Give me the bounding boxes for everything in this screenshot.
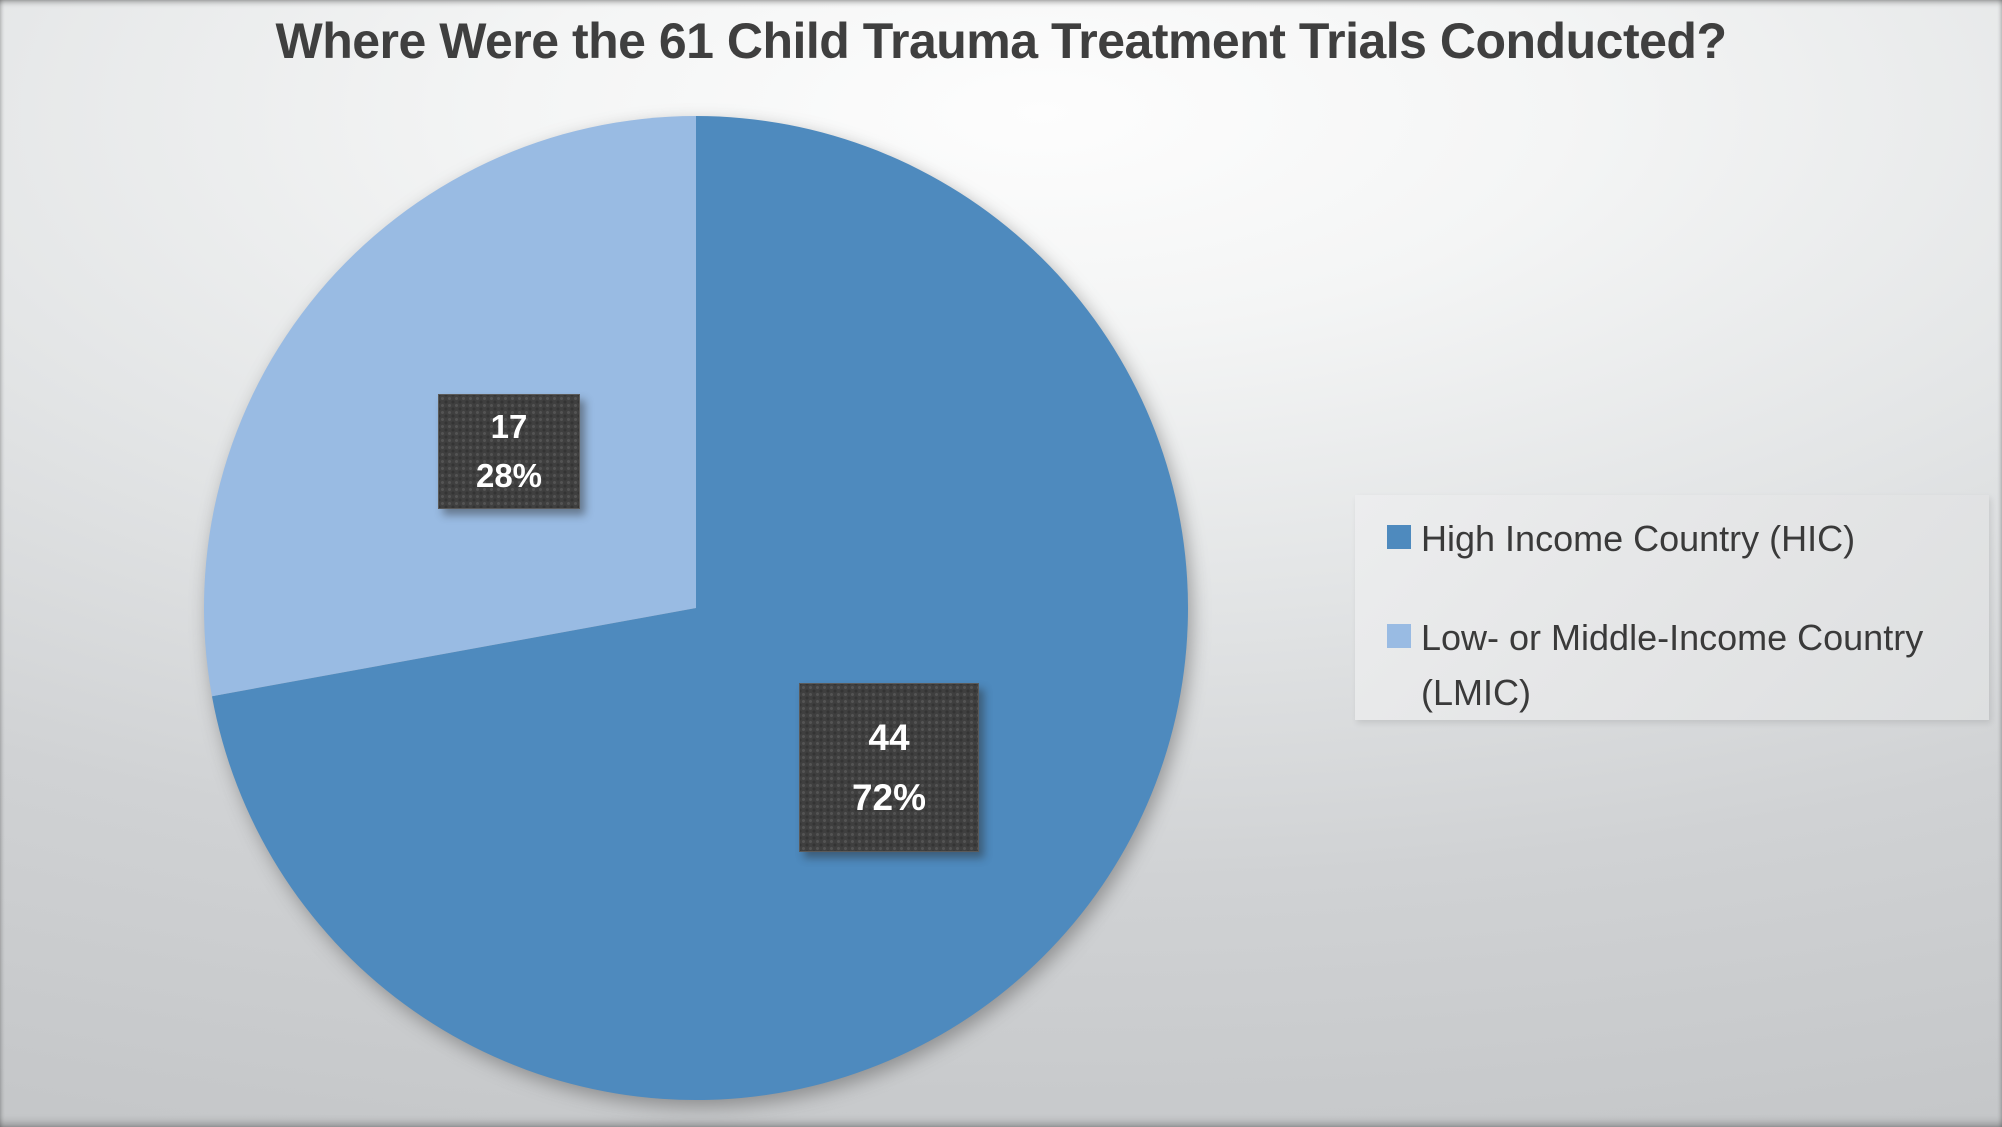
legend-label-lmic: Low- or Middle-Income Country (LMIC) xyxy=(1421,617,1924,713)
pie-slice-hic xyxy=(211,116,1188,1100)
chart-title: Where Were the 61 Child Trauma Treatment… xyxy=(275,13,1727,69)
data-label-lmic: 17 28% xyxy=(438,394,580,509)
data-label-lmic-percent: 28% xyxy=(475,457,543,494)
legend-item-hic: High Income Country (HIC) xyxy=(1387,511,1965,566)
data-label-lmic-value: 17 xyxy=(490,408,528,445)
pie-chart xyxy=(204,116,1188,1100)
legend-swatch-lmic-icon xyxy=(1387,624,1411,648)
legend-label-hic: High Income Country (HIC) xyxy=(1421,518,1856,559)
data-label-hic-value: 44 xyxy=(868,716,910,758)
data-label-hic-percent: 72% xyxy=(851,776,927,818)
legend-swatch-hic-icon xyxy=(1387,525,1411,549)
data-label-hic: 44 72% xyxy=(799,683,979,852)
legend: High Income Country (HIC) Low- or Middle… xyxy=(1355,495,1989,720)
legend-item-lmic: Low- or Middle-Income Country (LMIC) xyxy=(1387,610,1965,720)
